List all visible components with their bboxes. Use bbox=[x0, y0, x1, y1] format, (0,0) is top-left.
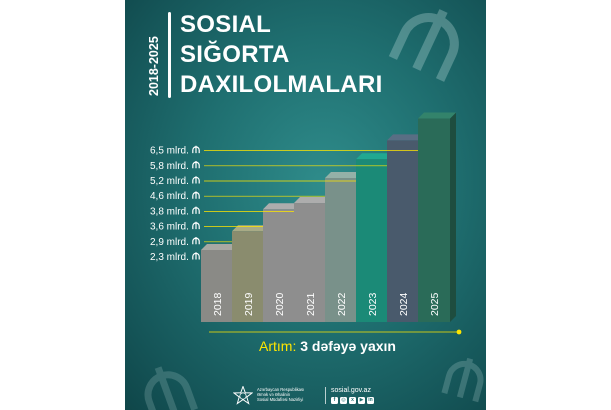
bar bbox=[232, 231, 264, 322]
title-divider bbox=[168, 12, 171, 98]
year-label: 2021 bbox=[305, 292, 317, 316]
value-label: 2,3 mlrd. bbox=[150, 252, 189, 263]
title-line-1: SOSIAL bbox=[180, 11, 272, 38]
manat-icon bbox=[192, 237, 200, 245]
manat-icon bbox=[192, 161, 200, 169]
value-label: 2,9 mlrd. bbox=[150, 237, 189, 248]
bar bbox=[356, 159, 388, 322]
baseline-dot bbox=[456, 329, 462, 335]
social-links: f ◎ x ▶ in bbox=[331, 397, 374, 404]
value-label: 6,5 mlrd. bbox=[150, 146, 189, 157]
value-label: 5,2 mlrd. bbox=[150, 176, 189, 187]
youtube-icon[interactable]: ▶ bbox=[358, 397, 365, 404]
bar-top bbox=[201, 244, 239, 250]
ministry-emblem-icon bbox=[233, 386, 253, 405]
bar-chart: 2018 2,3 mlrd. 2019 2,9 mlrd. 2020 3,6 mlrd. 2… bbox=[150, 112, 462, 335]
bar-top bbox=[418, 112, 456, 119]
value-label: 3,8 mlrd. bbox=[150, 206, 189, 217]
bar-top bbox=[387, 134, 425, 141]
year-label: 2025 bbox=[429, 292, 441, 316]
footer: Azərbaycan Respublikası Əmək və Əhalinin… bbox=[233, 386, 433, 406]
growth-label: Artım: bbox=[259, 338, 297, 354]
year-label: 2018 bbox=[212, 292, 224, 316]
website-link[interactable]: sosial.gov.az bbox=[331, 387, 371, 394]
bar-top bbox=[356, 153, 394, 160]
bar bbox=[418, 118, 450, 323]
ministry-name-line-2: Əmək və Əhalinin bbox=[257, 392, 291, 397]
growth-value: 3 dəfəyə yaxın bbox=[300, 338, 396, 354]
ministry-name-line-3: Sosial Müdafiəsi Nazirliyi bbox=[257, 397, 304, 402]
poster-title: SOSIAL SIĞORTA DAXILOLMALARI bbox=[180, 10, 383, 100]
title-line-3: DAXILOLMALARI bbox=[180, 71, 383, 98]
infographic-poster: 2018-2025 SOSIAL SIĞORTA DAXILOLMALARI 2… bbox=[125, 0, 486, 410]
manat-icon bbox=[192, 191, 200, 199]
facebook-icon[interactable]: f bbox=[331, 397, 338, 404]
bar bbox=[294, 203, 326, 322]
x-icon[interactable]: x bbox=[349, 397, 356, 404]
bar bbox=[263, 209, 295, 322]
manat-icon bbox=[192, 252, 200, 260]
value-label: 4,6 mlrd. bbox=[150, 191, 189, 202]
value-label: 5,8 mlrd. bbox=[150, 161, 189, 172]
title-line-2: SIĞORTA bbox=[180, 41, 290, 68]
ministry-name-line-1: Azərbaycan Respublikası bbox=[257, 387, 305, 392]
bar-top bbox=[294, 197, 332, 204]
growth-note: Artım: 3 dəfəyə yaxın bbox=[259, 338, 396, 354]
year-label: 2020 bbox=[274, 292, 286, 316]
manat-icon bbox=[192, 145, 200, 154]
years-range-text: 2018-2025 bbox=[147, 36, 161, 96]
year-label: 2022 bbox=[336, 292, 348, 316]
manat-watermark-icon bbox=[144, 366, 198, 410]
year-label: 2023 bbox=[367, 292, 379, 316]
bar-top bbox=[263, 203, 301, 210]
background-decoration bbox=[144, 9, 484, 410]
manat-icon bbox=[192, 206, 200, 214]
bar bbox=[325, 178, 357, 322]
instagram-icon[interactable]: ◎ bbox=[340, 397, 347, 404]
manat-watermark-icon bbox=[388, 9, 459, 82]
footer-divider bbox=[325, 387, 326, 404]
years-range-vertical: 2018-2025 bbox=[147, 36, 161, 96]
bar-top bbox=[325, 172, 363, 178]
manat-icon bbox=[192, 176, 200, 184]
manat-icon bbox=[192, 221, 200, 230]
linkedin-icon[interactable]: in bbox=[367, 397, 374, 404]
value-label: 3,6 mlrd. bbox=[150, 222, 189, 233]
ministry-name: Azərbaycan Respublikası Əmək və Əhalinin… bbox=[257, 387, 327, 402]
bar bbox=[201, 250, 233, 322]
manat-watermark-icon bbox=[441, 357, 484, 403]
year-label: 2024 bbox=[398, 292, 410, 316]
bar-side bbox=[450, 112, 456, 323]
year-label: 2019 bbox=[243, 292, 255, 316]
bar bbox=[387, 140, 419, 322]
